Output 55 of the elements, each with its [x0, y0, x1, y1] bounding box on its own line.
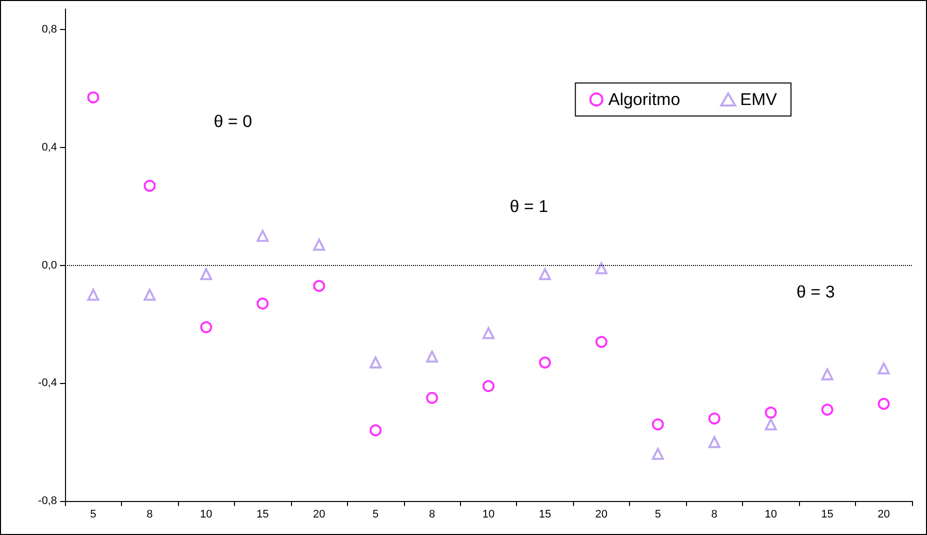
- point: [144, 180, 156, 192]
- point: [878, 362, 890, 374]
- y-tick-label: -0,4: [38, 377, 57, 390]
- point: [764, 418, 777, 430]
- y-tick-label: 0,4: [42, 141, 57, 154]
- annotation: θ = 3: [796, 282, 835, 302]
- point: [821, 404, 834, 416]
- legend-label: Algoritmo: [608, 90, 680, 109]
- point: [313, 280, 326, 292]
- x-tick-label: 10: [482, 508, 495, 520]
- point: [482, 380, 494, 392]
- point: [708, 412, 720, 425]
- annotation: θ = 0: [214, 112, 252, 131]
- x-tick-label: 15: [821, 508, 834, 520]
- point: [878, 398, 890, 410]
- point: [370, 424, 382, 436]
- x-tick-label: 10: [200, 508, 212, 520]
- x-tick-label: 5: [90, 508, 96, 520]
- point: [87, 91, 100, 104]
- x-tick-label: 5: [654, 508, 661, 520]
- y-tick-label: 0,0: [42, 259, 57, 272]
- x-tick-label: 15: [256, 508, 269, 520]
- point: [652, 418, 664, 430]
- point: [426, 350, 438, 363]
- x-tick-label: 20: [878, 508, 890, 520]
- legend-label: EMV: [740, 90, 778, 109]
- x-tick-label: 20: [312, 508, 326, 520]
- x-tick-label: 15: [538, 508, 552, 520]
- x-tick-label: 8: [146, 508, 153, 520]
- point: [538, 268, 551, 280]
- x-tick-label: 20: [595, 508, 608, 520]
- point: [87, 288, 100, 301]
- point: [200, 268, 212, 280]
- x-tick-label: 8: [711, 508, 718, 520]
- point: [595, 336, 608, 348]
- point: [370, 356, 382, 369]
- point: [144, 288, 156, 301]
- point: [482, 327, 494, 340]
- point: [200, 321, 212, 334]
- point: [764, 406, 777, 419]
- x-tick-label: 10: [764, 508, 777, 520]
- annotation: θ = 1: [510, 197, 548, 216]
- y-tick-label: 0,8: [42, 24, 57, 36]
- point: [538, 356, 551, 369]
- point: [256, 298, 269, 310]
- y-tick-label: -0,8: [38, 495, 57, 507]
- x-tick-label: 5: [372, 508, 379, 520]
- point: [256, 230, 269, 242]
- point: [313, 238, 326, 251]
- point: [652, 448, 664, 460]
- point: [708, 436, 720, 448]
- point: [821, 368, 834, 380]
- point: [426, 392, 438, 404]
- x-tick-label: 8: [428, 508, 436, 520]
- point: [595, 262, 608, 274]
